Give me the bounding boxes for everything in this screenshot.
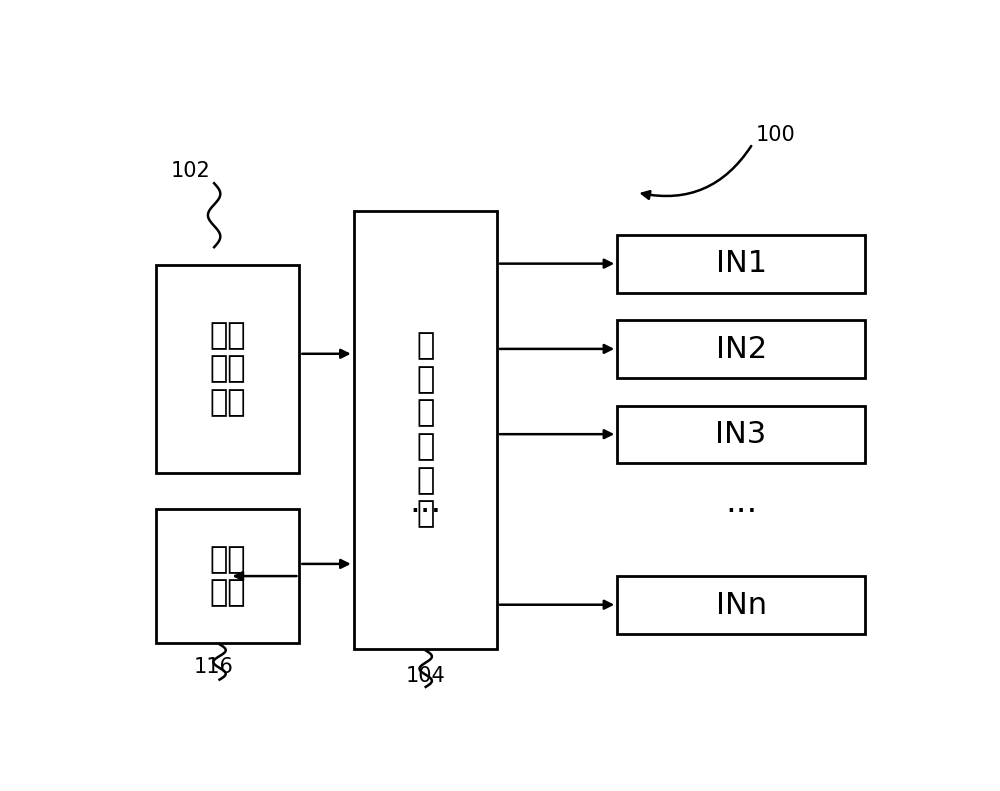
Text: 116: 116 — [194, 657, 234, 677]
Text: 存储
单元: 存储 单元 — [209, 545, 246, 607]
Text: IN3: IN3 — [716, 420, 767, 449]
Bar — [617, 320, 865, 378]
Text: 负载
确定
单元: 负载 确定 单元 — [209, 321, 246, 417]
Text: ···: ··· — [725, 496, 757, 528]
Text: 104: 104 — [406, 666, 446, 686]
Bar — [354, 210, 497, 649]
Text: IN1: IN1 — [716, 249, 767, 278]
Bar — [156, 509, 299, 643]
Bar — [617, 406, 865, 464]
Text: 102: 102 — [171, 161, 211, 181]
Bar — [617, 235, 865, 293]
Bar — [617, 576, 865, 634]
Text: INn: INn — [716, 591, 767, 619]
Text: IN2: IN2 — [716, 335, 767, 364]
Text: 燃
料
控
制
单
元: 燃 料 控 制 单 元 — [416, 331, 434, 528]
Text: ···: ··· — [410, 496, 442, 528]
Text: 100: 100 — [756, 124, 796, 145]
Bar — [156, 266, 299, 472]
